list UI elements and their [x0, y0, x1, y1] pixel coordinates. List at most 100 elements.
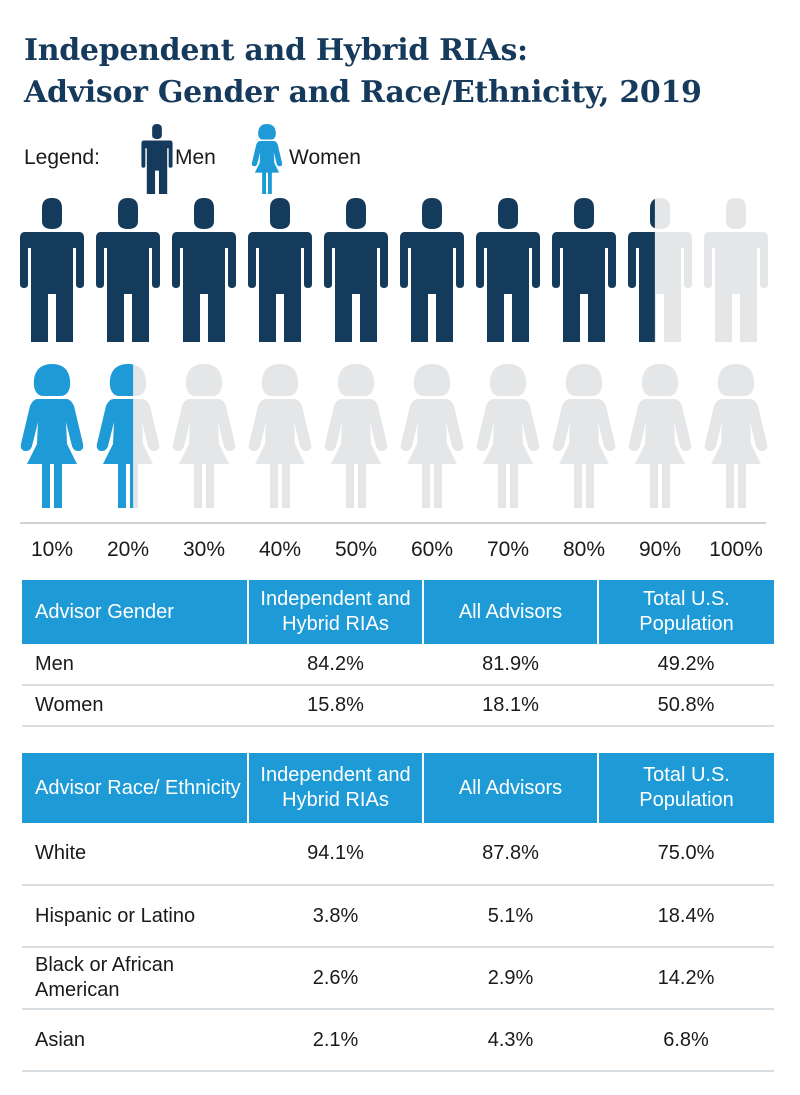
- table-cell: 87.8%: [423, 823, 598, 886]
- man-icon: [552, 198, 616, 342]
- icon-filled-part: [20, 364, 84, 508]
- table-row: Asian 2.1% 4.3% 6.8%: [22, 1009, 774, 1072]
- tick-label: 40%: [259, 538, 301, 561]
- icon-filled-part: [20, 198, 84, 342]
- table-cell: 18.4%: [598, 885, 774, 948]
- icon-empty-part: [324, 364, 388, 508]
- man-icon: [476, 198, 540, 342]
- icon-empty-part: [628, 198, 692, 342]
- man-icon: [248, 198, 312, 342]
- icon-filled-part: [552, 198, 616, 342]
- table-cell: 94.1%: [248, 823, 423, 886]
- icon-empty-part: [628, 364, 692, 508]
- icon-filled-part: [476, 198, 540, 342]
- table-cell: 5.1%: [423, 885, 598, 948]
- legend: Legend: Men Women: [24, 124, 524, 194]
- gender-header-us-population: Total U.S. Population: [598, 580, 774, 644]
- tick-label: 90%: [639, 538, 681, 561]
- row-label: Men: [22, 644, 248, 686]
- table-cell: 15.8%: [248, 685, 423, 727]
- man-icon: [704, 198, 768, 342]
- table-cell: 50.8%: [598, 685, 774, 727]
- man-icon: [628, 198, 692, 342]
- icon-filled-part: [324, 198, 388, 342]
- tick-label: 80%: [563, 538, 605, 561]
- man-shape: [141, 124, 173, 194]
- chart-title-line-1: Independent and Hybrid RIAs:: [24, 33, 528, 68]
- chart-title: Independent and Hybrid RIAs: Advisor Gen…: [24, 30, 702, 114]
- woman-icon: [552, 364, 616, 508]
- woman-icon: [248, 364, 312, 508]
- gender-header-all-advisors: All Advisors: [423, 580, 599, 644]
- table-row: Black or African American 2.6% 2.9% 14.2…: [22, 947, 774, 1010]
- race-table-header-row: Advisor Race/ Ethnicity Independent and …: [22, 753, 774, 823]
- table-cell: 14.2%: [598, 947, 774, 1010]
- table-cell: 2.6%: [248, 947, 423, 1010]
- table-cell: 4.3%: [423, 1009, 598, 1072]
- row-label: Black or African American: [22, 947, 248, 1010]
- pictogram-chart: 10% 20% 30% 40% 50% 60% 70% 80% 90% 100%: [20, 198, 768, 561]
- icon-filled-part: [248, 198, 312, 342]
- woman-icon: [20, 364, 84, 508]
- tick-label: 100%: [709, 538, 763, 561]
- woman-icon: [400, 364, 464, 508]
- gender-table-header-row: Advisor Gender Independent and Hybrid RI…: [22, 580, 774, 644]
- icon-filled-part: [96, 198, 160, 342]
- race-header-us-population: Total U.S. Population: [598, 753, 774, 823]
- woman-icon: [96, 364, 160, 508]
- man-icon: [172, 198, 236, 342]
- icon-filled-part: [400, 198, 464, 342]
- legend-man-path: [141, 124, 173, 194]
- woman-icon: [704, 364, 768, 508]
- race-table: Advisor Race/ Ethnicity Independent and …: [22, 753, 774, 1072]
- table-cell: 3.8%: [248, 885, 423, 948]
- table-cell: 81.9%: [423, 644, 598, 686]
- tick-label: 70%: [487, 538, 529, 561]
- race-header-category: Advisor Race/ Ethnicity: [22, 753, 249, 823]
- table-cell: 18.1%: [423, 685, 598, 727]
- tick-label: 60%: [411, 538, 453, 561]
- icon-empty-part: [704, 198, 768, 342]
- tick-label: 10%: [31, 538, 73, 561]
- woman-icon: [172, 364, 236, 508]
- woman-icon: [476, 364, 540, 508]
- race-header-all-advisors: All Advisors: [423, 753, 599, 823]
- woman-shape: [251, 124, 283, 194]
- legend-women-label: Women: [289, 146, 361, 169]
- tick-label: 30%: [183, 538, 225, 561]
- row-label: White: [22, 823, 248, 886]
- row-label: Hispanic or Latino: [22, 885, 248, 948]
- man-icon: [96, 198, 160, 342]
- table-cell: 75.0%: [598, 823, 774, 886]
- icon-filled-part: [172, 198, 236, 342]
- legend-women-icon: [251, 124, 283, 194]
- icon-empty-part: [552, 364, 616, 508]
- race-header-ria: Independent and Hybrid RIAs: [248, 753, 424, 823]
- woman-icon: [324, 364, 388, 508]
- icon-empty-part: [400, 364, 464, 508]
- man-icon: [400, 198, 464, 342]
- icon-empty-part: [172, 364, 236, 508]
- icon-filled-part: [96, 364, 134, 508]
- man-icon: [20, 198, 84, 342]
- legend-woman-path: [251, 124, 283, 194]
- legend-men-icon: [141, 124, 173, 194]
- tick-label: 50%: [335, 538, 377, 561]
- gender-table: Advisor Gender Independent and Hybrid RI…: [22, 580, 774, 727]
- table-row: Men 84.2% 81.9% 49.2%: [22, 644, 774, 686]
- table-cell: 2.1%: [248, 1009, 423, 1072]
- table-cell: 6.8%: [598, 1009, 774, 1072]
- woman-icon: [628, 364, 692, 508]
- row-label: Asian: [22, 1009, 248, 1072]
- icon-empty-part: [476, 364, 540, 508]
- table-cell: 84.2%: [248, 644, 423, 686]
- gender-header-category: Advisor Gender: [22, 580, 249, 644]
- tick-label: 20%: [107, 538, 149, 561]
- table-row: Hispanic or Latino 3.8% 5.1% 18.4%: [22, 885, 774, 948]
- table-cell: 2.9%: [423, 947, 598, 1010]
- table-row: Women 15.8% 18.1% 50.8%: [22, 685, 774, 727]
- icon-empty-part: [248, 364, 312, 508]
- icon-empty-part: [704, 364, 768, 508]
- table-cell: 49.2%: [598, 644, 774, 686]
- row-label: Women: [22, 685, 248, 727]
